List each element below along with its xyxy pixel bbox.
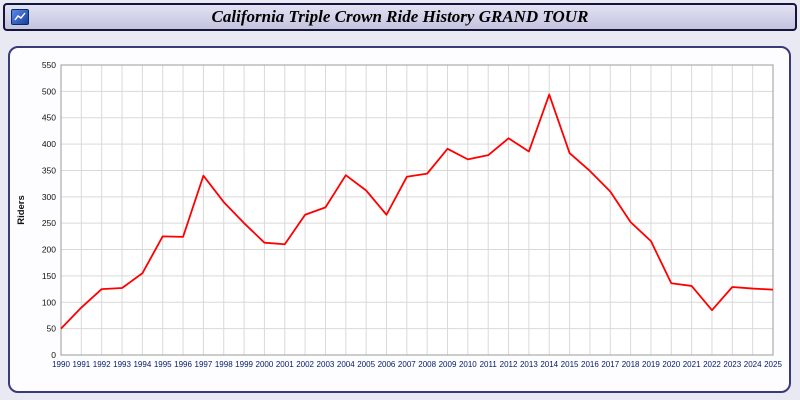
chart-panel: 0 50 100 150 200 250 300 350 400 450 500 550 1990 199…	[8, 46, 791, 393]
svg-text:2024: 2024	[744, 360, 762, 369]
svg-text:2013: 2013	[520, 360, 538, 369]
svg-text:2019: 2019	[642, 360, 660, 369]
svg-text:1990: 1990	[52, 360, 70, 369]
svg-text:200: 200	[42, 245, 56, 255]
svg-text:2011: 2011	[480, 360, 498, 369]
svg-text:450: 450	[42, 113, 56, 123]
svg-text:2016: 2016	[581, 360, 599, 369]
svg-text:1998: 1998	[215, 360, 233, 369]
svg-text:1995: 1995	[154, 360, 172, 369]
svg-text:100: 100	[42, 297, 56, 307]
svg-text:2010: 2010	[459, 360, 477, 369]
svg-text:2022: 2022	[703, 360, 721, 369]
svg-text:2000: 2000	[256, 360, 274, 369]
svg-text:1999: 1999	[235, 360, 253, 369]
svg-text:1992: 1992	[93, 360, 111, 369]
svg-text:2008: 2008	[418, 360, 436, 369]
svg-text:1994: 1994	[133, 360, 151, 369]
svg-text:2004: 2004	[337, 360, 355, 369]
svg-text:2009: 2009	[439, 360, 457, 369]
svg-text:0: 0	[51, 350, 56, 360]
svg-text:150: 150	[42, 271, 56, 281]
svg-text:Riders: Riders	[16, 195, 27, 225]
svg-text:500: 500	[42, 86, 56, 96]
chart-icon-glyph	[14, 12, 26, 21]
svg-text:2021: 2021	[683, 360, 701, 369]
svg-text:2025: 2025	[764, 360, 782, 369]
svg-text:1997: 1997	[195, 360, 213, 369]
svg-text:2006: 2006	[378, 360, 396, 369]
svg-text:2002: 2002	[296, 360, 314, 369]
svg-text:2015: 2015	[561, 360, 579, 369]
svg-text:300: 300	[42, 192, 56, 202]
svg-text:2012: 2012	[500, 360, 518, 369]
page-title: California Triple Crown Ride History GRA…	[211, 7, 589, 26]
svg-text:250: 250	[42, 218, 56, 228]
svg-text:2023: 2023	[723, 360, 741, 369]
svg-text:2003: 2003	[317, 360, 335, 369]
title-bar: California Triple Crown Ride History GRA…	[3, 3, 797, 31]
svg-text:1993: 1993	[113, 360, 131, 369]
chart-window-icon	[11, 9, 29, 25]
svg-text:50: 50	[47, 324, 57, 334]
svg-text:550: 550	[42, 60, 56, 70]
svg-text:350: 350	[42, 165, 56, 175]
svg-text:2017: 2017	[601, 360, 619, 369]
svg-text:2005: 2005	[357, 360, 375, 369]
svg-text:2020: 2020	[662, 360, 680, 369]
svg-text:400: 400	[42, 139, 56, 149]
svg-text:2007: 2007	[398, 360, 416, 369]
svg-text:2018: 2018	[622, 360, 640, 369]
svg-text:1991: 1991	[72, 360, 90, 369]
svg-text:1996: 1996	[174, 360, 192, 369]
svg-text:2014: 2014	[540, 360, 558, 369]
svg-text:2001: 2001	[276, 360, 294, 369]
